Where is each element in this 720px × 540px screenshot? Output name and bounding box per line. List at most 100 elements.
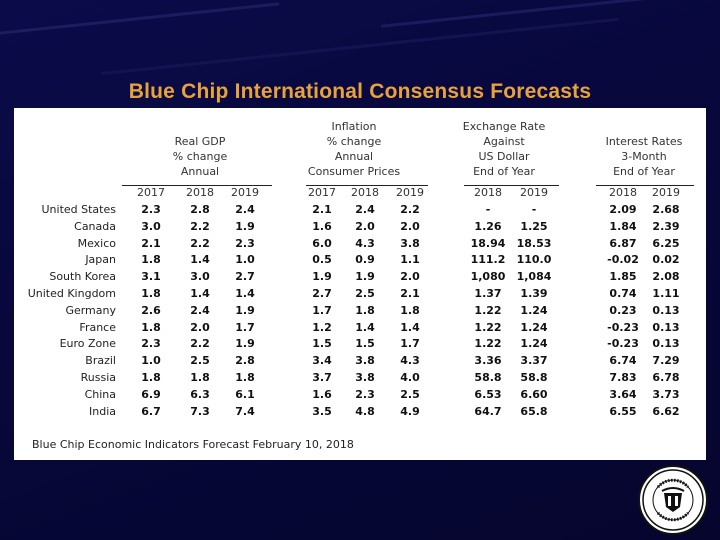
table-cell: 2.39: [652, 219, 680, 233]
country-label: Brazil: [85, 354, 116, 368]
table-cell: -0.23: [607, 320, 639, 334]
table-cell: 2.09: [609, 203, 637, 216]
table-cell: 2.2: [190, 236, 210, 250]
table-cell: 1.84: [609, 219, 637, 233]
group-header-inflation: Inflation % change Annual Consumer Price…: [294, 119, 414, 179]
table-cell: 2.0: [400, 270, 420, 284]
table-cell: 2.4: [235, 203, 255, 216]
header-line: Inflation: [331, 120, 377, 133]
group-header-interest-rates: Interest Rates 3-Month End of Year: [594, 134, 694, 179]
table-cell: 1.37: [474, 287, 502, 300]
country-label: Russia: [80, 371, 116, 384]
table-cell: 2.2: [190, 219, 210, 233]
table-cell: 1.8: [190, 371, 210, 384]
background-streak: [0, 2, 280, 37]
table-cell: 1.8: [141, 320, 161, 334]
table-cell: 2.1: [312, 203, 332, 216]
country-label: United States: [41, 203, 117, 216]
country-label: Mexico: [77, 236, 116, 250]
country-label: United Kingdom: [27, 287, 116, 300]
table-cell: 2.3: [235, 236, 255, 250]
table-cell: 2.0: [400, 219, 420, 233]
group-rule: [596, 185, 694, 186]
table-cell: 2.3: [355, 387, 375, 401]
table-cell: 4.8: [355, 404, 375, 418]
header-line: Exchange Rate: [462, 120, 546, 133]
year-header: 2019: [396, 186, 424, 199]
table-row: Brazil 1.0 2.5 2.8 3.4 3.8 4.3 3.36 3.37 6.74 7.29: [14, 354, 706, 371]
country-label: Canada: [74, 219, 116, 233]
table-cell: 3.4: [312, 354, 332, 368]
table-cell: 0.13: [652, 320, 680, 334]
header-line: % change: [172, 150, 228, 163]
table-cell: 1.7: [312, 303, 332, 317]
table-cell: 6.62: [652, 404, 680, 418]
table-cell: 1.8: [141, 371, 161, 384]
table-cell: 2.3: [141, 337, 161, 351]
table-cell: 4.9: [400, 404, 420, 418]
table-cell: 3.64: [609, 387, 637, 401]
table-cell: 2.0: [355, 219, 375, 233]
country-label: Japan: [85, 253, 116, 267]
header-line: Annual: [180, 165, 220, 178]
table-cell: 1.1: [400, 253, 420, 267]
header-line: Against: [483, 135, 525, 148]
table-cell: 3.8: [355, 371, 375, 384]
table-row: Germany 2.6 2.4 1.9 1.7 1.8 1.8 1.22 1.24 0.23 0.1…: [14, 304, 706, 321]
header-line: Consumer Prices: [307, 165, 401, 178]
table-cell: 1.8: [235, 371, 255, 384]
table-cell: 3.1: [141, 270, 161, 284]
table-cell: 2.5: [355, 287, 375, 300]
table-cell: -: [531, 203, 537, 216]
table-cell: 1.4: [235, 287, 255, 300]
table-cell: 3.73: [652, 387, 680, 401]
table-cell: 2.5: [400, 387, 420, 401]
table-cell: 6.25: [652, 236, 680, 250]
group-header-gdp: Real GDP % change Annual: [140, 134, 260, 179]
table-cell: 1.22: [474, 337, 502, 351]
table-cell: 64.7: [474, 404, 502, 418]
year-header: 2017: [137, 186, 165, 199]
table-cell: 6.7: [141, 404, 161, 418]
table-cell: 7.29: [652, 354, 680, 368]
table-cell: 6.53: [474, 387, 502, 401]
table-row: France 1.8 2.0 1.7 1.2 1.4 1.4 1.22 1.24 -0.23 0.1…: [14, 321, 706, 338]
country-label: Euro Zone: [59, 337, 116, 351]
table-cell: 4.3: [400, 354, 420, 368]
table-cell: 3.8: [355, 354, 375, 368]
table-cell: 0.02: [652, 253, 680, 267]
table-cell: 2.08: [652, 270, 680, 284]
table-cell: 1.6: [312, 219, 332, 233]
table-cell: 1.9: [235, 337, 255, 351]
table-cell: 1,084: [516, 270, 552, 284]
table-cell: 1.4: [400, 320, 420, 334]
background-streak: [380, 0, 720, 28]
table-cell: 3.0: [190, 270, 210, 284]
header-line: Annual: [334, 150, 374, 163]
slide-title: Blue Chip International Consensus Foreca…: [128, 80, 592, 103]
table-cell: 1.26: [474, 219, 502, 233]
header-line: % change: [326, 135, 382, 148]
table-cell: 0.9: [355, 253, 375, 267]
group-header-exchange-rate: Exchange Rate Against US Dollar End of Y…: [454, 119, 554, 179]
table-cell: 110.0: [516, 253, 552, 267]
header-line: End of Year: [613, 165, 675, 178]
table-cell: 1.39: [520, 287, 548, 300]
header-line: US Dollar: [478, 150, 530, 163]
table-cell: 1.8: [141, 253, 161, 267]
table-cell: 3.7: [312, 371, 332, 384]
year-header: 2018: [351, 186, 379, 199]
table-row: Canada 3.0 2.2 1.9 1.6 2.0 2.0 1.26 1.25 1.84 2.39: [14, 220, 706, 237]
table-cell: 6.87: [609, 236, 637, 250]
country-label: Germany: [65, 303, 116, 317]
table-cell: 1.9: [355, 270, 375, 284]
header-line: Interest Rates: [605, 135, 683, 148]
table-cell: 1.22: [474, 320, 502, 334]
table-cell: 1.9: [235, 303, 255, 317]
table-cell: -0.23: [607, 337, 639, 351]
table-cell: 2.2: [400, 203, 420, 216]
year-header: 2019: [520, 186, 548, 199]
table-cell: -0.02: [607, 253, 639, 267]
table-cell: 1.0: [235, 253, 255, 267]
table-row: China 6.9 6.3 6.1 1.6 2.3 2.5 6.53 6.60 3.64 3.73: [14, 388, 706, 405]
